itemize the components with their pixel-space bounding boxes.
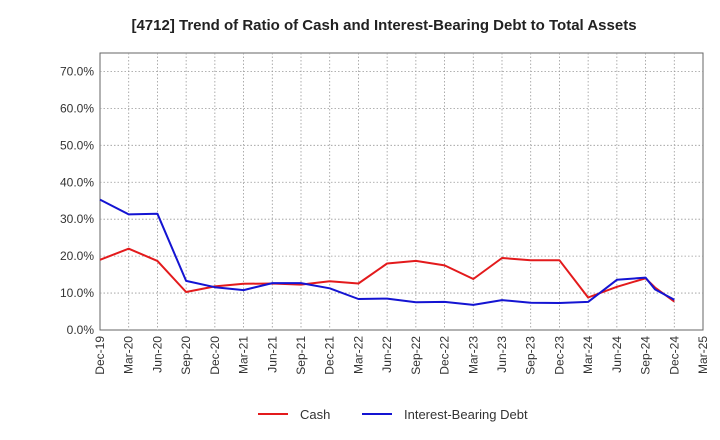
y-tick-label: 50.0% bbox=[60, 138, 94, 152]
legend: Cash Interest-Bearing Debt bbox=[258, 407, 528, 422]
y-tick-label: 10.0% bbox=[60, 286, 94, 300]
x-tick-label: Sep-23 bbox=[524, 336, 538, 375]
legend-label: Cash bbox=[300, 407, 330, 422]
y-tick-label: 60.0% bbox=[60, 101, 94, 115]
x-tick-label: Dec-23 bbox=[552, 336, 566, 375]
x-tick-label: Mar-22 bbox=[351, 336, 365, 374]
y-tick-label: 70.0% bbox=[60, 64, 94, 78]
x-tick-label: Dec-21 bbox=[323, 336, 337, 375]
x-tick-label: Jun-24 bbox=[610, 336, 624, 373]
x-tick-label: Dec-22 bbox=[438, 336, 452, 375]
x-tick-label: Mar-25 bbox=[696, 336, 710, 374]
y-tick-label: 30.0% bbox=[60, 212, 94, 226]
series-line-interest-bearing-debt bbox=[99, 198, 675, 306]
y-tick-label: 40.0% bbox=[60, 175, 94, 189]
x-tick-label: Jun-20 bbox=[150, 336, 164, 373]
x-tick-label: Jun-23 bbox=[495, 336, 509, 373]
x-tick-label: Mar-20 bbox=[122, 336, 136, 374]
gridlines bbox=[100, 53, 703, 330]
x-tick-label: Sep-21 bbox=[294, 336, 308, 375]
x-tick-label: Sep-24 bbox=[639, 336, 653, 375]
x-tick-label: Dec-19 bbox=[93, 336, 107, 375]
x-tick-label: Mar-21 bbox=[237, 336, 251, 374]
legend-label: Interest-Bearing Debt bbox=[404, 407, 528, 422]
x-tick-label: Sep-22 bbox=[409, 336, 423, 375]
series-lines bbox=[99, 198, 675, 306]
y-axis: 0.0% 10.0% 20.0% 30.0% 40.0% 50.0% 60.0% 70.0% bbox=[60, 64, 94, 337]
x-tick-label: Jun-22 bbox=[380, 336, 394, 373]
x-tick-label: Jun-21 bbox=[265, 336, 279, 373]
x-tick-label: Mar-23 bbox=[466, 336, 480, 374]
x-tick-label: Sep-20 bbox=[179, 336, 193, 375]
y-tick-label: 20.0% bbox=[60, 249, 94, 263]
x-tick-label: Dec-24 bbox=[667, 336, 681, 375]
x-tick-label: Mar-24 bbox=[581, 336, 595, 374]
x-tick-label: Dec-20 bbox=[208, 336, 222, 375]
chart-title: [4712] Trend of Ratio of Cash and Intere… bbox=[131, 17, 636, 34]
x-axis: Dec-19 Mar-20 Jun-20 Sep-20 Dec-20 Mar-21 Jun-… bbox=[93, 336, 710, 375]
series-line-cash bbox=[99, 247, 675, 303]
y-tick-label: 0.0% bbox=[67, 323, 95, 337]
